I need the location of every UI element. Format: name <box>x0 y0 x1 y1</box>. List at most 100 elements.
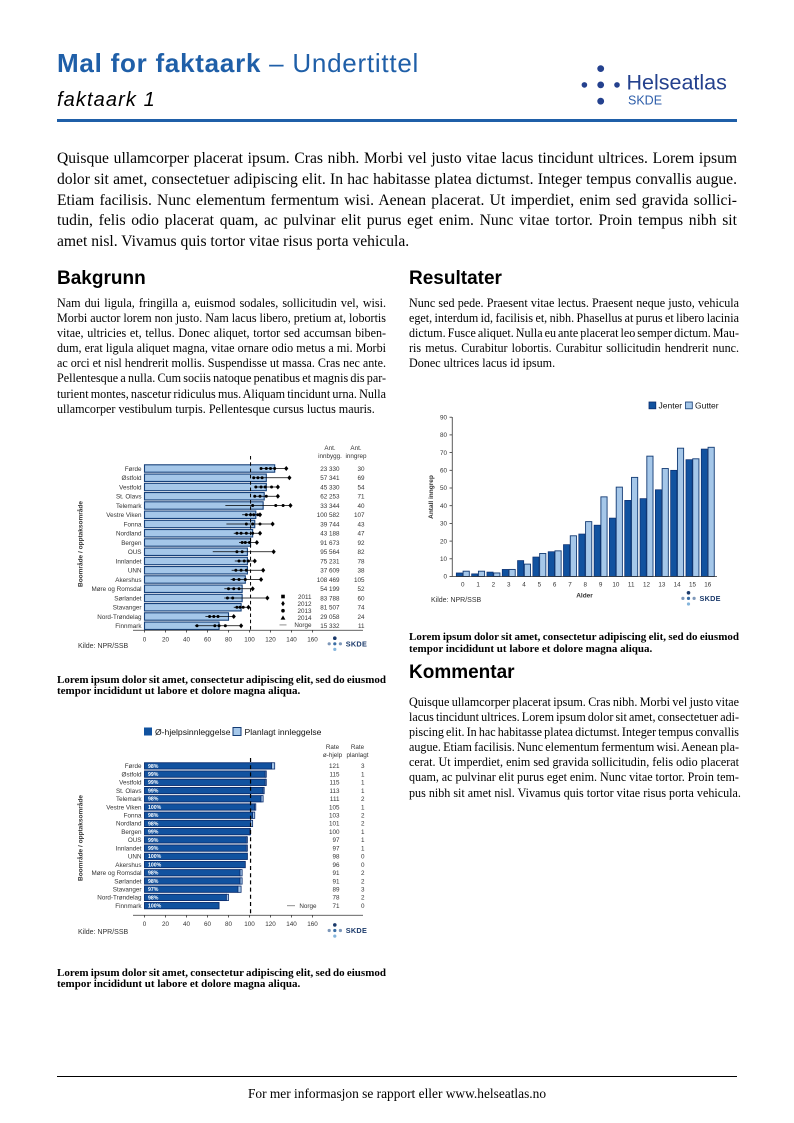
svg-text:113: 113 <box>329 788 340 795</box>
svg-text:105: 105 <box>329 804 340 811</box>
svg-text:98: 98 <box>332 854 340 861</box>
svg-text:Helseatlas: Helseatlas <box>627 71 727 95</box>
svg-text:40: 40 <box>440 503 448 510</box>
svg-text:Telemark: Telemark <box>116 503 142 510</box>
svg-text:83 788: 83 788 <box>320 595 340 602</box>
svg-text:120: 120 <box>265 921 276 928</box>
svg-text:108 469: 108 469 <box>317 577 340 584</box>
svg-text:2: 2 <box>361 796 365 803</box>
svg-text:20: 20 <box>440 538 448 545</box>
svg-text:0: 0 <box>143 921 147 928</box>
svg-text:OUS: OUS <box>128 549 142 556</box>
svg-text:2: 2 <box>361 878 365 885</box>
svg-text:Norge: Norge <box>299 903 317 910</box>
svg-text:43: 43 <box>357 521 365 528</box>
svg-text:Norge: Norge <box>294 622 312 629</box>
svg-text:1: 1 <box>361 780 365 787</box>
svg-text:Ant.: Ant. <box>324 445 335 452</box>
svg-text:33 344: 33 344 <box>320 503 340 510</box>
svg-text:78: 78 <box>357 558 365 565</box>
svg-text:105: 105 <box>354 577 365 584</box>
svg-text:98%: 98% <box>148 871 159 877</box>
svg-text:0: 0 <box>143 637 147 644</box>
svg-text:100 582: 100 582 <box>317 512 340 519</box>
svg-text:1: 1 <box>361 804 365 811</box>
svg-text:0: 0 <box>461 582 465 589</box>
svg-text:43 188: 43 188 <box>320 531 340 538</box>
svg-text:6: 6 <box>553 582 557 589</box>
svg-text:39 744: 39 744 <box>320 521 340 528</box>
svg-text:Stavanger: Stavanger <box>113 605 142 612</box>
svg-text:Antall inngrep: Antall inngrep <box>428 475 435 519</box>
svg-text:SKDE: SKDE <box>700 594 721 603</box>
svg-text:Jenter: Jenter <box>659 401 683 411</box>
svg-text:2: 2 <box>492 582 496 589</box>
svg-text:74: 74 <box>357 605 365 612</box>
svg-text:Nord-Trøndelag: Nord-Trøndelag <box>97 895 142 902</box>
svg-text:UNN: UNN <box>128 854 142 861</box>
svg-text:inngrep: inngrep <box>345 453 367 460</box>
svg-text:50: 50 <box>440 485 448 492</box>
svg-text:95 564: 95 564 <box>320 549 340 556</box>
svg-text:0: 0 <box>361 903 365 910</box>
svg-text:98%: 98% <box>148 813 159 819</box>
svg-text:SKDE: SKDE <box>346 926 367 935</box>
svg-text:100: 100 <box>329 829 340 836</box>
svg-text:Sørlandet: Sørlandet <box>114 595 142 602</box>
svg-text:75 231: 75 231 <box>320 558 340 565</box>
svg-text:11: 11 <box>628 582 635 589</box>
svg-text:99%: 99% <box>148 846 159 852</box>
svg-text:80: 80 <box>225 637 233 644</box>
svg-text:Rate: Rate <box>326 744 340 751</box>
svg-text:100: 100 <box>244 637 255 644</box>
svg-text:99%: 99% <box>148 780 159 786</box>
svg-text:Østfold: Østfold <box>122 771 142 778</box>
svg-text:111: 111 <box>330 796 340 803</box>
svg-text:100%: 100% <box>148 805 162 811</box>
svg-text:15 332: 15 332 <box>320 623 340 630</box>
svg-text:Bergen: Bergen <box>121 829 142 836</box>
svg-text:Vestfold: Vestfold <box>119 484 142 491</box>
svg-text:Møre og Romsdal: Møre og Romsdal <box>91 870 141 877</box>
svg-text:0: 0 <box>361 854 365 861</box>
svg-text:54: 54 <box>357 484 365 491</box>
svg-text:Bergen: Bergen <box>121 540 142 547</box>
svg-text:SKDE: SKDE <box>346 639 367 648</box>
svg-text:98%: 98% <box>148 895 159 901</box>
svg-text:69: 69 <box>357 475 365 482</box>
svg-text:81 507: 81 507 <box>320 605 340 612</box>
svg-text:Innlandet: Innlandet <box>116 558 142 565</box>
svg-text:71: 71 <box>332 903 340 910</box>
svg-text:Møre og Romsdal: Møre og Romsdal <box>91 586 141 593</box>
svg-text:Kilde: NPR/SSB: Kilde: NPR/SSB <box>431 597 482 604</box>
svg-text:UNN: UNN <box>128 568 142 575</box>
svg-text:97%: 97% <box>148 887 159 893</box>
svg-text:121: 121 <box>329 763 340 770</box>
svg-text:Ant.: Ant. <box>350 445 361 452</box>
svg-text:10: 10 <box>440 556 448 563</box>
svg-text:115: 115 <box>329 771 340 778</box>
svg-text:Alder: Alder <box>576 593 593 600</box>
svg-text:20: 20 <box>162 637 170 644</box>
svg-text:140: 140 <box>286 637 297 644</box>
svg-text:62 253: 62 253 <box>320 494 340 501</box>
svg-text:5: 5 <box>538 582 542 589</box>
svg-text:97: 97 <box>332 837 340 844</box>
svg-text:60: 60 <box>204 921 212 928</box>
svg-text:16: 16 <box>704 582 712 589</box>
svg-text:80: 80 <box>440 432 448 439</box>
svg-text:2012: 2012 <box>297 601 312 608</box>
svg-text:100%: 100% <box>148 904 162 910</box>
svg-text:OUS: OUS <box>128 837 142 844</box>
svg-text:Sørlandet: Sørlandet <box>114 878 142 885</box>
svg-text:Førde: Førde <box>125 763 142 770</box>
svg-text:99%: 99% <box>148 772 159 778</box>
svg-text:0: 0 <box>361 862 365 869</box>
svg-text:96: 96 <box>332 862 340 869</box>
svg-text:60: 60 <box>440 468 448 475</box>
svg-text:Nordland: Nordland <box>116 821 142 828</box>
svg-text:Nord-Trøndelag: Nord-Trøndelag <box>97 614 142 621</box>
svg-text:52: 52 <box>357 586 365 593</box>
svg-text:0: 0 <box>443 574 447 581</box>
svg-text:101: 101 <box>329 821 340 828</box>
